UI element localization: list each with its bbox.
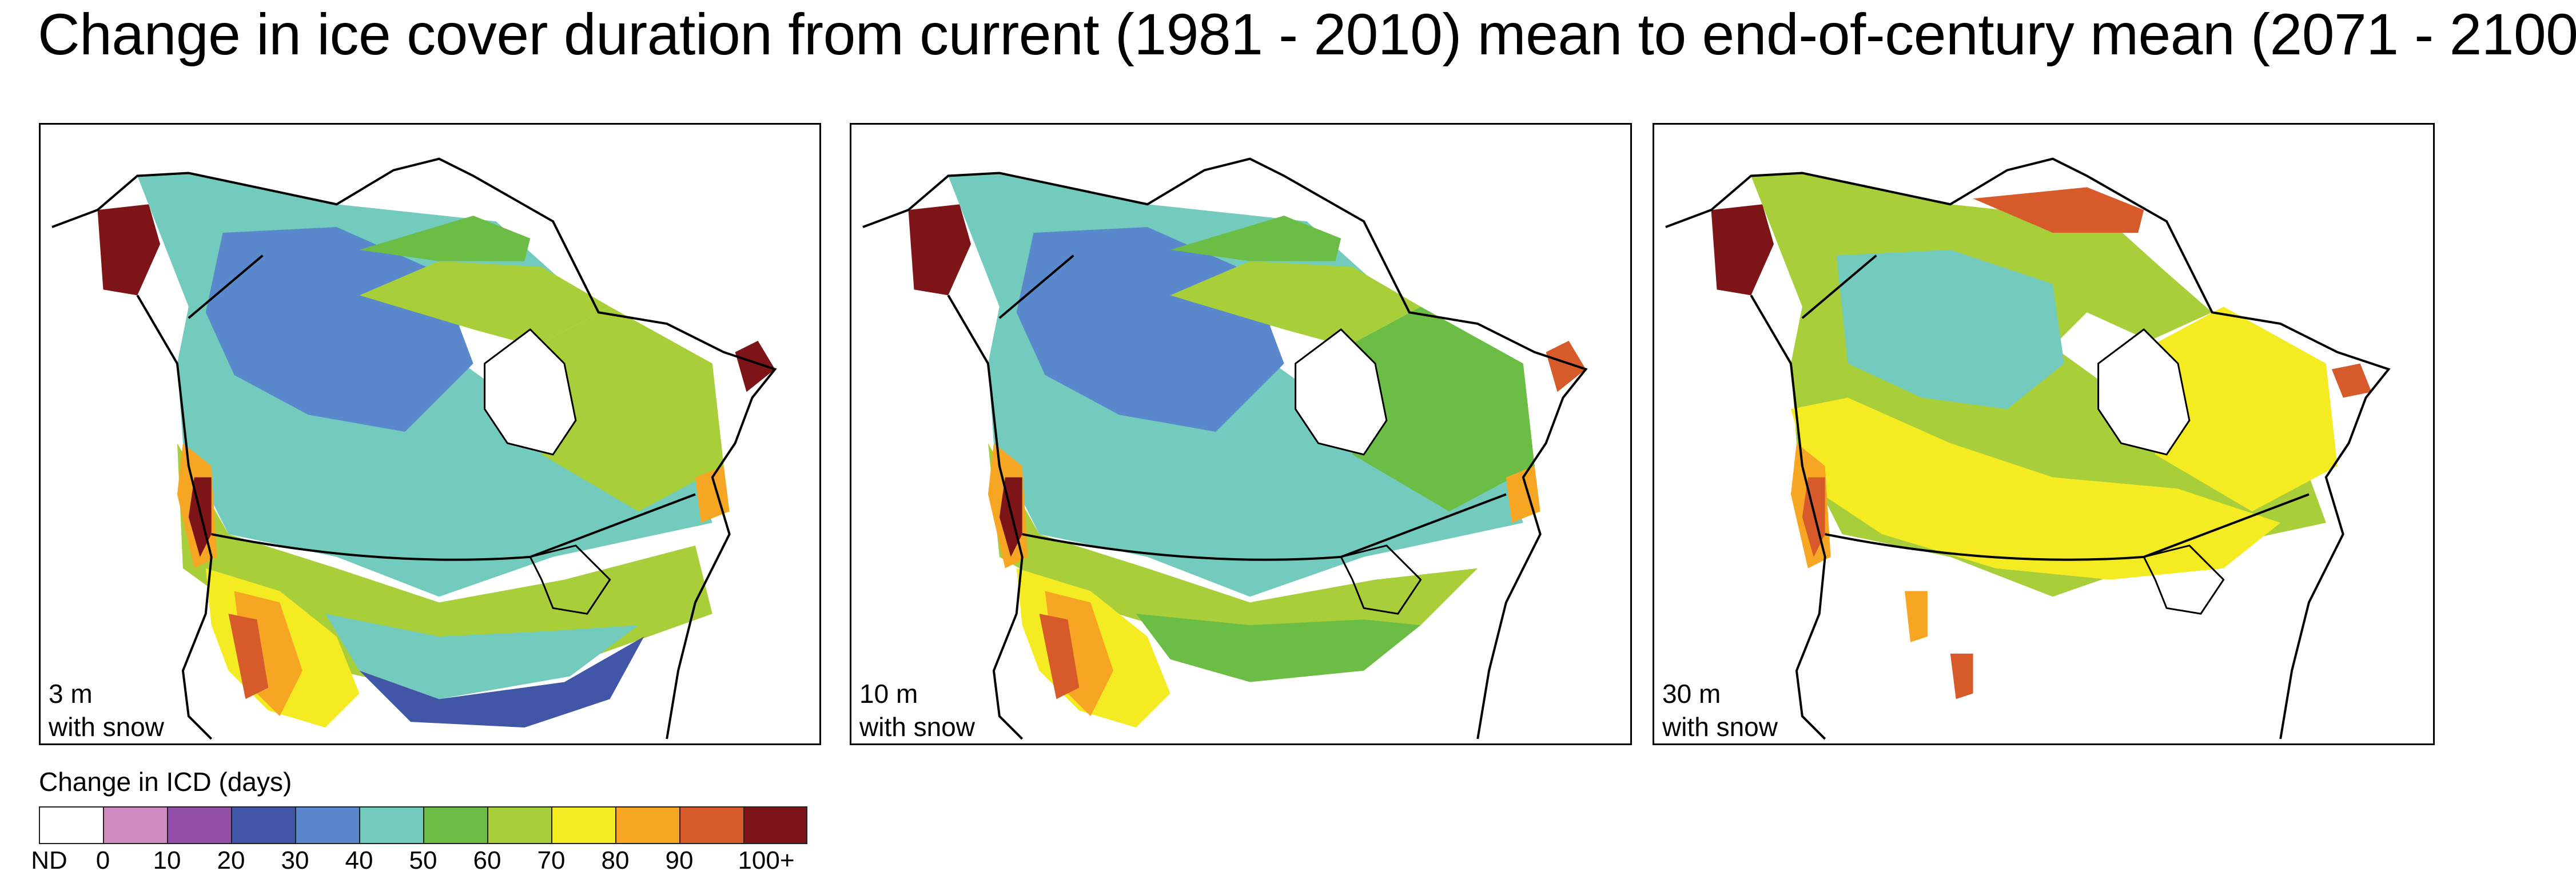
legend-swatch xyxy=(551,806,615,844)
snow-label: with snow xyxy=(1662,712,1778,742)
legend-swatch xyxy=(487,806,551,844)
map-panel-10m: 10 m with snow xyxy=(850,123,1632,745)
legend-swatch xyxy=(167,806,231,844)
legend-tick-label: 0 xyxy=(95,846,110,874)
panel-label: 30 m with snow xyxy=(1662,677,1778,743)
legend-swatch xyxy=(295,806,359,844)
legend-swatch xyxy=(231,806,295,844)
depth-label: 3 m xyxy=(49,679,93,709)
legend-swatch xyxy=(679,806,743,844)
legend-title: Change in ICD (days) xyxy=(39,767,292,797)
snow-label: with snow xyxy=(859,712,975,742)
legend-colorbar xyxy=(39,806,807,844)
legend-tick-label: 30 xyxy=(281,846,309,874)
legend-tick-label: 80 xyxy=(601,846,630,874)
legend-swatch xyxy=(615,806,679,844)
map-panel-3m: 3 m with snow xyxy=(39,123,821,745)
legend-tick-label: 40 xyxy=(345,846,373,874)
legend-tick-label: 10 xyxy=(153,846,181,874)
legend-tick-label: 50 xyxy=(409,846,437,874)
legend-tick-label: 70 xyxy=(537,846,566,874)
legend-ticks: ND 0 10 20 30 40 50 60 70 80 90 100+ xyxy=(31,846,839,881)
map-10m xyxy=(862,157,1588,740)
legend-swatch xyxy=(423,806,487,844)
depth-label: 10 m xyxy=(859,679,918,709)
legend-tick-label: 60 xyxy=(473,846,501,874)
panel-label: 10 m with snow xyxy=(859,677,975,743)
map-30m xyxy=(1665,157,2391,740)
legend-tick-label: ND xyxy=(31,846,67,874)
depth-label: 30 m xyxy=(1662,679,1721,709)
legend-swatch xyxy=(743,806,807,844)
map-3m xyxy=(51,157,777,740)
legend-swatch xyxy=(103,806,167,844)
legend-swatch xyxy=(359,806,423,844)
legend-tick-label: 90 xyxy=(665,846,694,874)
legend-swatch xyxy=(39,806,103,844)
snow-label: with snow xyxy=(49,712,164,742)
figure-title: Change in ice cover duration from curren… xyxy=(38,2,2576,67)
panel-label: 3 m with snow xyxy=(49,677,164,743)
legend-tick-label: 20 xyxy=(217,846,245,874)
legend-tick-label: 100+ xyxy=(738,846,795,874)
map-panel-30m: 30 m with snow xyxy=(1653,123,2435,745)
